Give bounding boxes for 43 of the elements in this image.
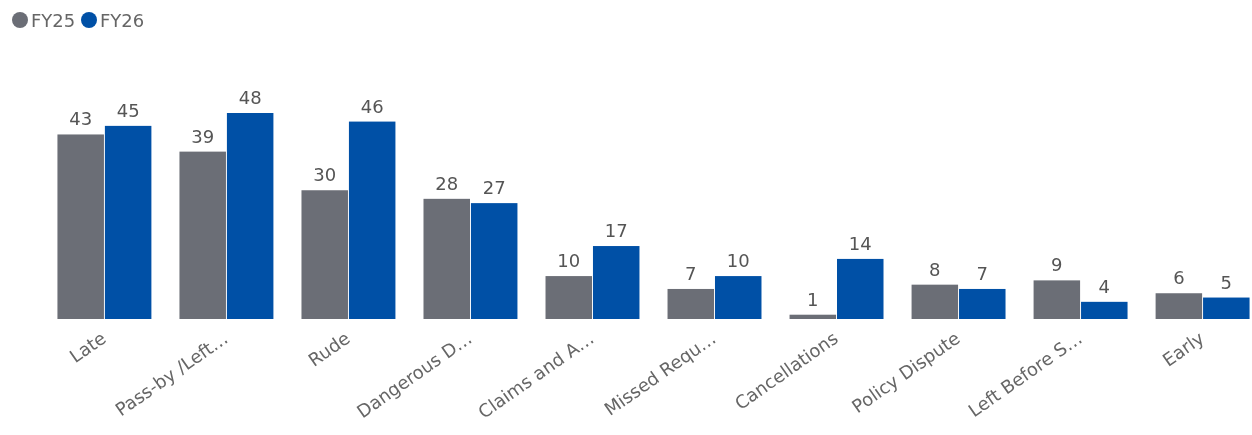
bar — [1081, 301, 1128, 319]
bar — [789, 314, 837, 319]
data-label: 45 — [116, 99, 140, 121]
bar — [714, 276, 762, 319]
data-label: 5 — [1220, 271, 1233, 293]
bar — [301, 190, 348, 319]
data-label: 4 — [1098, 275, 1111, 297]
data-label: 43 — [69, 108, 93, 130]
x-tick-label: Late — [65, 327, 110, 367]
data-label: 6 — [1173, 267, 1185, 289]
data-label: 27 — [482, 177, 506, 199]
bar — [348, 121, 396, 319]
data-label: 28 — [435, 172, 459, 194]
bar — [667, 288, 715, 319]
bar — [837, 258, 884, 319]
bar — [179, 151, 226, 319]
bar — [592, 246, 640, 319]
data-label: 46 — [360, 95, 384, 117]
data-label: 10 — [557, 250, 581, 272]
data-label: 7 — [976, 262, 988, 284]
bar — [57, 134, 104, 319]
data-label: 17 — [604, 220, 628, 242]
data-label: 9 — [1051, 254, 1063, 276]
bar — [1033, 280, 1081, 319]
data-label: 10 — [726, 250, 750, 272]
bar — [959, 288, 1006, 319]
data-label: 39 — [191, 125, 215, 147]
data-label: 30 — [313, 164, 337, 186]
legend-label: FY25 — [31, 9, 76, 31]
bar — [226, 113, 274, 319]
bar — [1155, 293, 1203, 319]
data-label: 8 — [929, 258, 941, 280]
data-label: 48 — [238, 87, 262, 108]
legend-label: FY26 — [100, 9, 145, 31]
bar — [104, 125, 152, 319]
bar — [423, 198, 470, 319]
bar — [545, 276, 593, 319]
data-label: 1 — [807, 288, 819, 310]
data-label: 7 — [685, 262, 697, 284]
data-label: 14 — [848, 232, 872, 254]
bar — [470, 203, 518, 319]
bar — [1203, 297, 1250, 319]
bar — [911, 284, 959, 319]
